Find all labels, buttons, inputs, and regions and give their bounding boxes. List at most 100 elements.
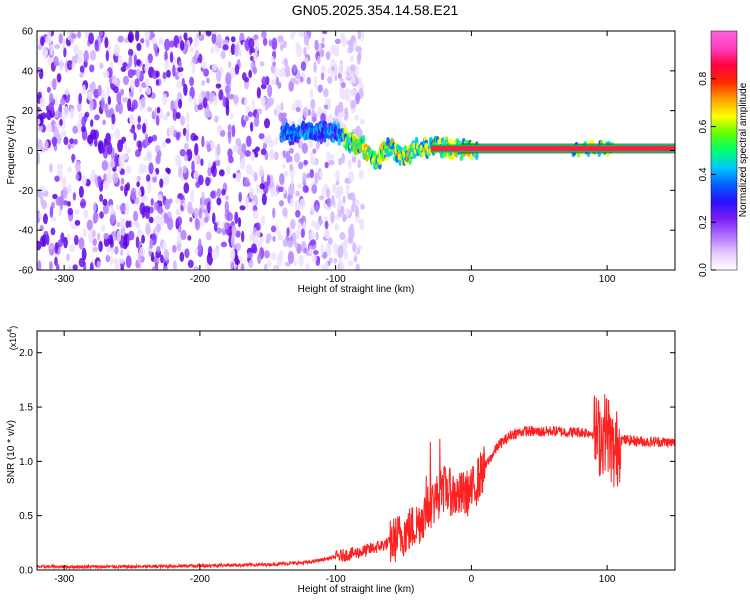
noise-blob xyxy=(287,240,294,248)
snr-multiplier-exponent: 4 xyxy=(7,329,14,333)
noise-blob xyxy=(122,62,128,68)
noise-blob xyxy=(327,76,333,84)
noise-blob xyxy=(272,235,276,242)
noise-blob xyxy=(44,140,49,152)
spectrogram-noise xyxy=(37,31,365,270)
noise-blob xyxy=(298,254,304,267)
noise-blob xyxy=(59,119,63,126)
noise-blob xyxy=(41,234,47,247)
noise-blob xyxy=(269,148,275,162)
noise-blob xyxy=(180,40,185,51)
noise-blob xyxy=(131,99,138,110)
noise-blob xyxy=(49,163,53,174)
noise-blob xyxy=(174,99,179,111)
noise-blob xyxy=(263,263,268,270)
noise-blob xyxy=(180,115,186,126)
noise-blob xyxy=(244,76,250,83)
noise-blob xyxy=(351,228,355,239)
noise-blob xyxy=(340,81,346,89)
noise-blob xyxy=(194,49,200,59)
noise-blob xyxy=(291,103,297,111)
noise-blob xyxy=(161,93,168,106)
noise-blob xyxy=(248,37,255,49)
noise-blob xyxy=(348,170,355,184)
noise-blob xyxy=(51,136,58,146)
noise-blob xyxy=(89,262,94,270)
noise-blob xyxy=(351,75,356,84)
noise-blob xyxy=(86,90,93,101)
noise-blob xyxy=(227,148,233,158)
noise-blob xyxy=(205,31,212,37)
noise-blob xyxy=(66,60,73,71)
noise-blob xyxy=(342,213,346,223)
noise-blob xyxy=(110,247,115,254)
noise-blob xyxy=(49,43,54,56)
noise-blob xyxy=(333,242,338,255)
snr-frame xyxy=(36,330,676,571)
track-blob xyxy=(378,159,382,165)
spectrogram-y-axis-label: Frequency (Hz) xyxy=(6,116,17,185)
noise-blob xyxy=(169,40,175,48)
noise-blob xyxy=(109,214,115,226)
noise-blob xyxy=(136,228,144,237)
noise-blob xyxy=(58,59,64,72)
noise-blob xyxy=(270,252,277,261)
noise-blob xyxy=(354,205,359,217)
noise-blob xyxy=(249,232,255,242)
noise-blob xyxy=(315,231,319,241)
noise-blob xyxy=(162,71,167,80)
noise-blob xyxy=(299,76,304,83)
noise-blob xyxy=(102,70,110,79)
noise-blob xyxy=(309,168,315,179)
noise-blob xyxy=(117,102,124,115)
y-tick-label: -40 xyxy=(19,226,34,237)
noise-blob xyxy=(122,75,130,86)
noise-blob xyxy=(53,126,59,139)
noise-blob xyxy=(344,106,348,116)
noise-blob xyxy=(278,186,285,193)
noise-blob xyxy=(69,138,75,144)
noise-blob xyxy=(318,49,325,58)
track-blob xyxy=(336,122,341,130)
noise-blob xyxy=(105,132,111,146)
noise-blob xyxy=(114,128,121,139)
noise-blob xyxy=(40,112,47,120)
noise-blob xyxy=(257,253,262,265)
y-tick-label: 1.5 xyxy=(19,403,33,414)
noise-blob xyxy=(49,206,54,218)
noise-blob xyxy=(306,173,311,179)
noise-blob xyxy=(179,251,185,262)
noise-blob xyxy=(157,193,162,202)
x-tick-label: 100 xyxy=(599,274,616,285)
noise-blob xyxy=(117,165,122,172)
noise-blob xyxy=(206,143,211,153)
noise-blob xyxy=(204,207,208,218)
noise-blob xyxy=(137,253,142,265)
noise-blob xyxy=(282,238,288,248)
noise-blob xyxy=(270,55,275,62)
noise-blob xyxy=(262,37,268,46)
noise-blob xyxy=(336,186,342,199)
noise-blob xyxy=(325,187,331,198)
noise-blob xyxy=(210,165,215,174)
noise-blob xyxy=(334,38,341,45)
noise-blob xyxy=(72,192,77,201)
noise-blob xyxy=(114,152,118,166)
noise-blob xyxy=(158,37,164,46)
noise-blob xyxy=(72,125,79,134)
noise-blob xyxy=(155,79,160,86)
noise-blob xyxy=(221,188,226,196)
noise-blob xyxy=(179,149,186,157)
noise-blob xyxy=(154,214,161,226)
noise-blob xyxy=(140,38,145,44)
noise-blob xyxy=(207,201,211,214)
noise-blob xyxy=(40,195,44,205)
noise-blob xyxy=(175,112,181,120)
noise-blob xyxy=(255,112,260,120)
noise-blob xyxy=(303,159,309,166)
noise-blob xyxy=(54,43,61,50)
noise-blob xyxy=(291,232,297,245)
noise-blob xyxy=(240,157,246,169)
noise-blob xyxy=(355,46,362,53)
